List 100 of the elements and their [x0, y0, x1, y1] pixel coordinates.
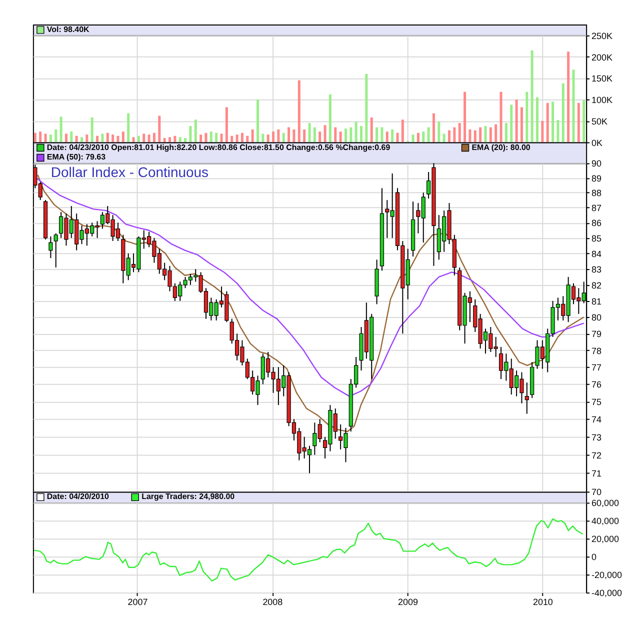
bar	[365, 74, 368, 142]
bar	[178, 137, 182, 142]
bar	[189, 126, 192, 142]
y-tick-label: 75	[592, 397, 602, 408]
bar	[127, 113, 130, 142]
bar	[220, 134, 223, 142]
candlestick	[54, 232, 58, 268]
bar	[272, 132, 275, 142]
bar	[494, 124, 498, 142]
y-tick-label: 0	[592, 552, 597, 562]
bar	[132, 137, 135, 142]
bar	[484, 126, 487, 142]
y-tick-label: 71	[592, 468, 602, 479]
y-tick-label: 77	[592, 362, 602, 373]
bar	[142, 134, 146, 142]
bar	[313, 127, 316, 142]
bar	[453, 127, 456, 142]
bar	[416, 132, 420, 142]
bar	[432, 113, 435, 142]
bar	[266, 134, 270, 142]
bar	[391, 129, 394, 142]
bar	[354, 122, 358, 142]
bar	[277, 129, 280, 142]
bar	[442, 134, 446, 142]
bar	[464, 92, 466, 142]
bar	[49, 134, 52, 142]
legend-label: EMA (20): 80.00	[472, 142, 531, 152]
bar	[256, 100, 259, 142]
chart-title: Dollar Index - Continuous	[50, 164, 209, 180]
bar	[34, 132, 36, 142]
y-tick-label: 90	[592, 158, 602, 169]
bar	[520, 107, 523, 142]
bar	[401, 120, 404, 142]
annotation: Date: 04/23/2010 Open:81.01 High:82.20 Low:80.86 Close:81.50 Change:0.56 %Change:0.69	[46, 142, 391, 152]
bar	[515, 100, 518, 142]
bar	[318, 132, 322, 142]
bar	[152, 132, 156, 142]
y-tick-label: 89	[592, 173, 602, 184]
bar	[148, 134, 150, 142]
bar	[567, 52, 570, 142]
y-tick-label: 82	[592, 280, 602, 290]
bar	[251, 129, 254, 142]
bar	[246, 136, 249, 142]
bar	[324, 125, 326, 142]
bar	[536, 97, 539, 142]
bar	[184, 138, 187, 142]
y-tick-label: 87	[592, 203, 602, 214]
y-tick-label: 200K	[592, 52, 613, 62]
bar	[194, 120, 197, 142]
y-tick-label: 0K	[592, 138, 603, 148]
bar	[412, 134, 414, 142]
y-tick-label: 60,000	[592, 498, 619, 508]
bar	[510, 104, 513, 142]
text: Date: 04/20/2010	[46, 492, 110, 502]
bar	[225, 107, 228, 142]
y-tick-label: 81	[592, 296, 602, 306]
y-tick-label: 50K	[592, 116, 608, 126]
bar	[438, 122, 440, 142]
y-tick-label: 83	[592, 264, 602, 275]
bar	[468, 129, 472, 142]
bar	[44, 134, 47, 142]
bar	[489, 127, 492, 142]
bar	[240, 132, 244, 142]
bar	[168, 137, 171, 142]
bar	[75, 136, 78, 142]
bar	[530, 50, 534, 142]
bar	[552, 102, 554, 142]
bar	[500, 92, 502, 142]
bar	[200, 134, 202, 142]
bar	[70, 132, 73, 142]
bar	[204, 132, 208, 142]
y-tick-label: 150K	[592, 74, 613, 84]
y-tick-label: 78	[592, 346, 602, 356]
y-tick-label: 74	[592, 414, 602, 425]
x-tick-label: 2008	[262, 597, 283, 608]
x-tick-label: 2009	[398, 597, 418, 608]
bar	[386, 132, 388, 142]
bar	[448, 130, 451, 142]
bar	[80, 137, 83, 142]
bar	[577, 102, 580, 142]
y-tick-label: 40,000	[592, 516, 619, 526]
y-tick-label: 76	[592, 380, 602, 390]
y-tick-label: 79	[592, 329, 602, 340]
bar	[422, 132, 425, 142]
bar	[54, 129, 58, 142]
bar	[572, 70, 575, 142]
bar	[163, 138, 166, 142]
bar	[504, 123, 508, 142]
x-tick-label: 2007	[128, 597, 148, 608]
bar	[60, 116, 62, 142]
bar	[458, 123, 461, 142]
bar	[288, 127, 290, 142]
line-series	[33, 518, 584, 582]
bar	[215, 132, 218, 142]
bar	[303, 129, 306, 142]
y-tick-label: 80	[592, 312, 602, 323]
bar	[350, 127, 352, 142]
bar	[328, 94, 332, 142]
legend-label: EMA (50): 79.63	[46, 152, 106, 162]
bar	[360, 126, 363, 142]
